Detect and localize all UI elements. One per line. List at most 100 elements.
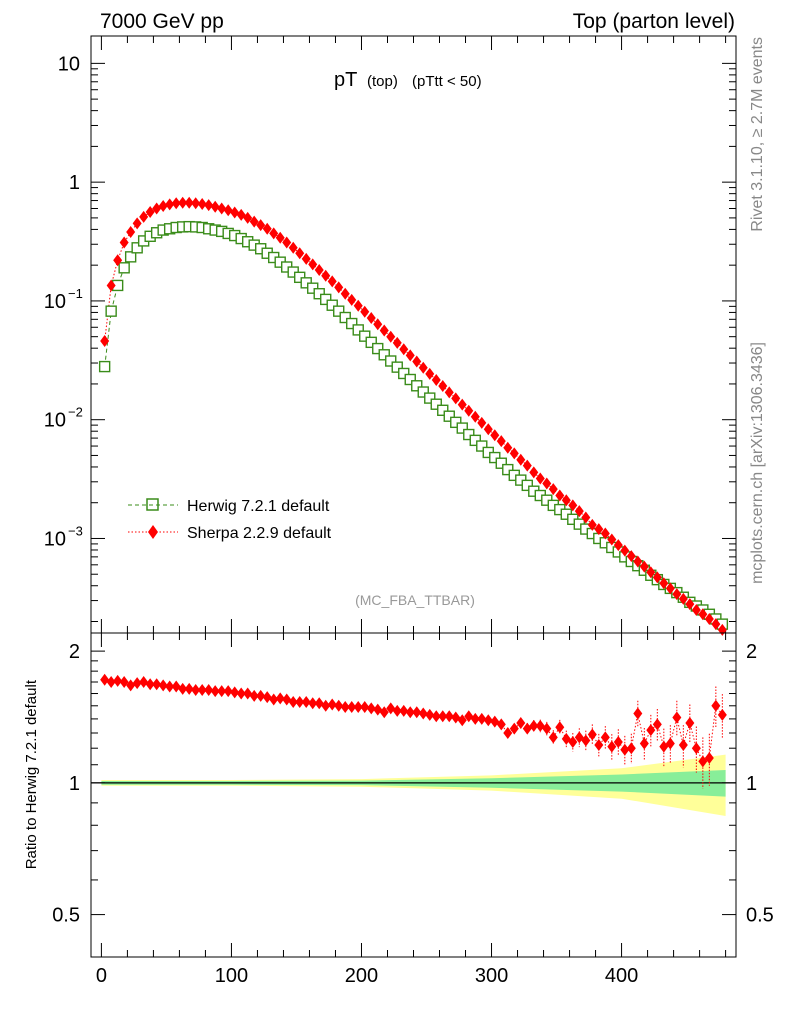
y-tick-label: 10 bbox=[44, 410, 66, 432]
sherpa-point bbox=[626, 550, 636, 563]
sherpa-point bbox=[106, 279, 116, 292]
ratio-sherpa-point bbox=[308, 697, 318, 710]
sherpa-point bbox=[613, 539, 623, 552]
ratio-sherpa-point bbox=[132, 677, 142, 690]
sherpa-point bbox=[217, 202, 227, 215]
ratio-band bbox=[91, 754, 736, 816]
ratio-sherpa-point bbox=[685, 717, 695, 730]
x-tick-label: 400 bbox=[605, 965, 638, 987]
sherpa-point bbox=[639, 560, 649, 573]
ratio-sherpa-point bbox=[672, 711, 682, 724]
ratio-sherpa-point bbox=[698, 755, 708, 768]
sherpa-point bbox=[483, 423, 493, 436]
sherpa-point bbox=[555, 489, 565, 502]
sherpa-point bbox=[145, 206, 155, 219]
sherpa-point bbox=[314, 264, 324, 277]
ratio-sherpa-point bbox=[178, 682, 188, 695]
ratio-sherpa-point bbox=[210, 685, 220, 698]
ratio-sherpa-point bbox=[171, 680, 181, 693]
ratio-sherpa-point bbox=[314, 697, 324, 710]
ratio-sherpa-point bbox=[139, 676, 149, 689]
ratio-sherpa-point bbox=[366, 702, 376, 715]
ratio-sherpa-point bbox=[353, 701, 363, 714]
sherpa-point bbox=[373, 318, 383, 331]
herwig-point bbox=[385, 355, 397, 367]
y-tick-label: 10 bbox=[58, 53, 80, 75]
sherpa-point bbox=[178, 196, 188, 209]
legend-sherpa-label: Sherpa 2.2.9 default bbox=[187, 525, 332, 542]
sherpa-point bbox=[171, 197, 181, 210]
sherpa-point bbox=[126, 226, 136, 239]
legend-sherpa-marker bbox=[148, 525, 158, 539]
y-tick-label: 10 bbox=[44, 528, 66, 550]
ratio-sherpa-point bbox=[457, 714, 467, 727]
ratio-sherpa-point bbox=[477, 712, 487, 725]
herwig-point bbox=[437, 404, 449, 416]
ratio-sherpa-point bbox=[191, 683, 201, 696]
sherpa-point bbox=[132, 217, 142, 230]
ratio-sherpa-point bbox=[119, 676, 129, 689]
ratio-sherpa-point bbox=[392, 704, 402, 717]
main-frame bbox=[90, 35, 737, 634]
header-left: 7000 GeV pp bbox=[100, 10, 224, 33]
herwig-point bbox=[372, 342, 384, 355]
ratio-sherpa-point bbox=[633, 707, 643, 720]
ratio-sherpa-point bbox=[106, 676, 116, 689]
ratio-sherpa-point bbox=[243, 687, 253, 700]
ratio-sherpa-point bbox=[600, 731, 610, 744]
sherpa-point bbox=[204, 199, 214, 212]
sherpa-point bbox=[152, 202, 162, 215]
ratio-sherpa-point bbox=[594, 739, 604, 752]
legend-herwig-marker bbox=[146, 498, 159, 511]
ratio-sherpa-point bbox=[340, 701, 350, 714]
ratio-sherpa-point bbox=[184, 682, 194, 695]
ratio-sherpa-point bbox=[399, 704, 409, 717]
sherpa-point bbox=[607, 533, 617, 546]
ratio-sherpa-point bbox=[483, 714, 493, 727]
ratio-y-tick-label: 2 bbox=[69, 641, 80, 663]
sherpa-point bbox=[581, 511, 591, 524]
herwig-point bbox=[443, 410, 455, 422]
x-tick-label: 300 bbox=[475, 965, 508, 987]
sherpa-point bbox=[230, 206, 240, 219]
ratio-sherpa-point bbox=[711, 699, 721, 712]
herwig-point bbox=[456, 422, 468, 434]
sherpa-point bbox=[431, 373, 441, 386]
sherpa-point bbox=[470, 410, 480, 423]
sherpa-point bbox=[399, 343, 409, 356]
title-sub: (top) bbox=[367, 73, 398, 90]
sherpa-point bbox=[223, 204, 233, 217]
sherpa-point bbox=[256, 219, 266, 232]
ratio-sherpa-point bbox=[665, 737, 675, 750]
sherpa-point bbox=[353, 299, 363, 312]
ratio-sherpa-point bbox=[412, 706, 422, 719]
ratio-sherpa-point bbox=[321, 699, 331, 712]
sherpa-point bbox=[665, 582, 675, 595]
herwig-point bbox=[124, 251, 137, 263]
sherpa-point bbox=[691, 603, 701, 616]
sherpa-point bbox=[425, 367, 435, 380]
ratio-sherpa-point bbox=[542, 722, 552, 735]
main-series bbox=[98, 196, 729, 636]
sherpa-point bbox=[269, 227, 279, 240]
title-main: pT bbox=[334, 69, 357, 91]
y-tick-exponent: −2 bbox=[68, 405, 83, 420]
ratio-sherpa-point bbox=[503, 726, 513, 739]
sherpa-point bbox=[295, 247, 305, 260]
herwig-point bbox=[326, 299, 338, 311]
sherpa-point bbox=[184, 196, 194, 209]
herwig-point bbox=[411, 380, 423, 392]
ratio-sherpa-point bbox=[152, 678, 162, 691]
ratio-sherpa-point bbox=[204, 683, 214, 696]
ratio-sherpa-point bbox=[145, 678, 155, 691]
sherpa-point bbox=[522, 459, 532, 472]
ratio-y-tick-label: 0.5 bbox=[52, 905, 80, 927]
sherpa-point bbox=[340, 287, 350, 300]
ratio-sherpa-point bbox=[347, 701, 357, 714]
sherpa-point bbox=[490, 429, 500, 442]
x-tick-label: 0 bbox=[96, 965, 107, 987]
ratio-sherpa-point bbox=[100, 673, 110, 686]
sherpa-point bbox=[594, 523, 604, 536]
sherpa-point bbox=[464, 404, 474, 417]
